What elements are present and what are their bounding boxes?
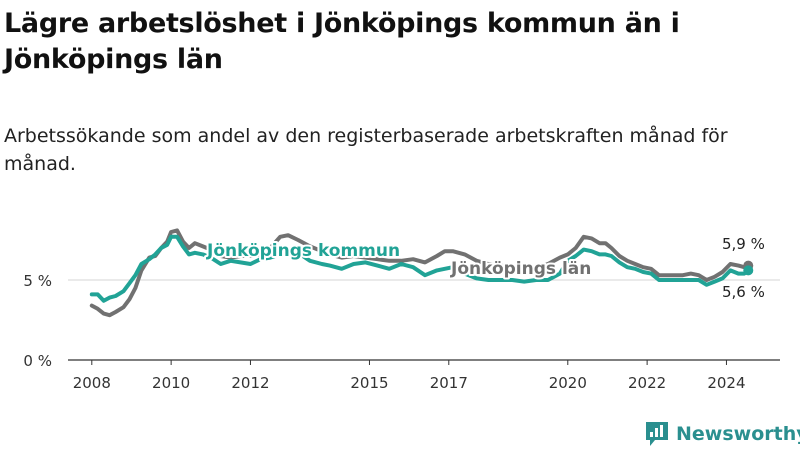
y-tick-label: 0 % <box>23 352 52 370</box>
x-tick-label: 2022 <box>628 374 666 392</box>
chart-title: Lägre arbetslöshet i Jönköpings kommun ä… <box>4 8 680 75</box>
x-tick-label: 2015 <box>350 374 388 392</box>
x-tick-label: 2024 <box>707 374 745 392</box>
end-label-kommun: 5,6 % <box>722 283 765 301</box>
chart-subtitle: Arbetssökande som andel av den registerb… <box>4 125 728 175</box>
brand-name: Newsworthy <box>676 423 800 445</box>
x-tick-label: 2012 <box>231 374 269 392</box>
x-tick-label: 2017 <box>430 374 468 392</box>
x-tick-label: 2010 <box>152 374 190 392</box>
newsworthy-logo-icon <box>646 422 668 446</box>
end-label-lan: 5,9 % <box>722 235 765 253</box>
x-tick-label: 2008 <box>73 374 111 392</box>
y-tick-label: 5 % <box>23 272 52 290</box>
series-label-kommun: Jönköpings kommun <box>206 241 400 261</box>
series-label-lan: Jönköpings län <box>450 259 591 279</box>
series-line-kommun <box>89 234 751 303</box>
newsworthy-brand: Newsworthy <box>644 419 800 449</box>
x-tick-label: 2020 <box>549 374 587 392</box>
end-dot-kommun <box>743 265 754 276</box>
line-chart: 0 % 5 % 2008 2010 2012 2015 2017 2020 2022 2024 J… <box>23 228 780 392</box>
